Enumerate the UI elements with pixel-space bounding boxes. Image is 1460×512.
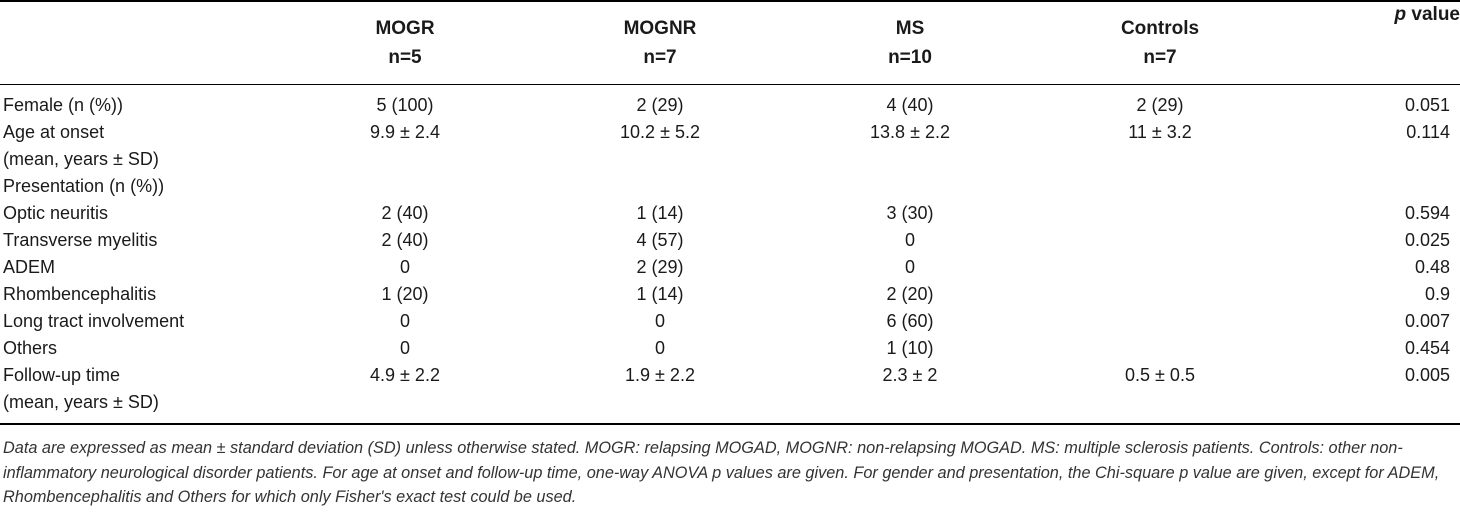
cell-controls: 0.5 ± 0.5 — [1125, 365, 1195, 385]
cell-mognr: 1 (14) — [636, 203, 684, 223]
cell-mogr: 2 (40) — [381, 203, 429, 223]
cell-mogr: 9.9 ± 2.4 — [370, 122, 440, 142]
cell-mognr: 4 (57) — [636, 230, 684, 250]
row-label-line1: Presentation (n (%)) — [3, 176, 165, 196]
row-label-line1: ADEM — [3, 257, 56, 277]
cell-ms: 6 (60) — [886, 311, 934, 331]
row-label-line1: Follow-up time — [3, 365, 121, 385]
cell-mognr: 2 (29) — [636, 95, 684, 115]
header-p-value: p value — [0, 0, 1460, 29]
cell-ms: 3 (30) — [886, 203, 934, 223]
table-row: Others 0 0 1 (10) 0.454 — [0, 335, 1460, 362]
row-label: Presentation (n (%)) — [3, 173, 164, 200]
row-label-line1: Age at onset — [3, 122, 105, 142]
table-row: Optic neuritis 2 (40) 1 (14) 3 (30) 0.594 — [0, 200, 1460, 227]
row-label: Female (n (%)) — [3, 92, 123, 119]
table-row: Long tract involvement 0 0 6 (60) 0.007 — [0, 308, 1460, 335]
header-mogr-n: n=5 — [388, 47, 422, 68]
cell-p-value: 0.025 — [1404, 230, 1450, 250]
cell-mognr: 0 — [654, 311, 665, 331]
row-label: Others — [3, 335, 57, 362]
header-mognr: MOGNR n=7 — [600, 14, 720, 72]
row-label-line1: Long tract involvement — [3, 311, 185, 331]
table-top-rule — [0, 0, 1460, 2]
table-row: Follow-up time (mean, years ± SD) 4.9 ± 2.… — [0, 362, 1460, 416]
cell-mogr: 0 — [399, 311, 410, 331]
cell-p-value: 0.454 — [1404, 338, 1450, 358]
table-row: Age at onset (mean, years ± SD) 9.9 ± 2.4 1… — [0, 119, 1460, 173]
table-row: Presentation (n (%)) — [0, 173, 1460, 200]
header-ms-name: MS — [895, 18, 925, 39]
header-mogr: MOGR n=5 — [345, 14, 465, 72]
row-label: Optic neuritis — [3, 200, 108, 227]
cell-mogr: 4.9 ± 2.2 — [370, 365, 440, 385]
cell-ms: 2.3 ± 2 — [882, 365, 938, 385]
row-label-line2: (mean, years ± SD) — [3, 392, 159, 412]
table-body: Female (n (%)) 5 (100) 2 (29) 4 (40) 2 (29) 0… — [0, 92, 1460, 416]
header-p-label: value — [1411, 4, 1460, 25]
cell-p-value: 0.48 — [1414, 257, 1450, 277]
cell-ms: 0 — [904, 257, 915, 277]
cell-ms: 13.8 ± 2.2 — [870, 122, 950, 142]
cell-mogr: 0 — [399, 257, 410, 277]
cell-ms: 4 (40) — [886, 95, 934, 115]
row-label: ADEM — [3, 254, 55, 281]
cell-ms: 2 (20) — [886, 284, 934, 304]
cell-mognr: 1 (14) — [636, 284, 684, 304]
table-row: Transverse myelitis 2 (40) 4 (57) 0 0.025 — [0, 227, 1460, 254]
header-controls-n: n=7 — [1143, 47, 1177, 68]
table-header-rule — [0, 84, 1460, 85]
row-label-line2: (mean, years ± SD) — [3, 149, 159, 169]
cell-p-value: 0.9 — [1424, 284, 1450, 304]
row-label-line1: Rhombencephalitis — [3, 284, 157, 304]
row-label-line1: Others — [3, 338, 58, 358]
row-label: Age at onset (mean, years ± SD) — [3, 119, 159, 173]
cell-p-value: 0.114 — [1406, 122, 1450, 142]
table-row: Female (n (%)) 5 (100) 2 (29) 4 (40) 2 (29) 0… — [0, 92, 1460, 119]
row-label: Follow-up time (mean, years ± SD) — [3, 362, 159, 416]
cell-p-value: 0.007 — [1404, 311, 1450, 331]
cell-p-value: 0.005 — [1404, 365, 1450, 385]
row-label: Long tract involvement — [3, 308, 184, 335]
cell-mogr: 0 — [399, 338, 410, 358]
row-label-line1: Female (n (%)) — [3, 95, 124, 115]
table-footnote: Data are expressed as mean ± standard de… — [3, 439, 1440, 506]
header-ms: MS n=10 — [850, 14, 970, 72]
cell-mognr: 10.2 ± 5.2 — [620, 122, 700, 142]
cell-ms: 1 (10) — [886, 338, 934, 358]
header-ms-n: n=10 — [888, 47, 932, 68]
row-label: Rhombencephalitis — [3, 281, 156, 308]
header-mogr-name: MOGR — [375, 18, 435, 39]
table-row: ADEM 0 2 (29) 0 0.48 — [0, 254, 1460, 281]
header-controls: Controls n=7 — [1100, 14, 1220, 72]
header-p-symbol: p — [1394, 4, 1407, 25]
cell-ms: 0 — [904, 230, 915, 250]
row-label-line1: Optic neuritis — [3, 203, 109, 223]
header-mognr-n: n=7 — [643, 47, 677, 68]
row-label-line1: Transverse myelitis — [3, 230, 158, 250]
table-bottom-rule — [0, 423, 1460, 425]
cell-p-value: 0.594 — [1404, 203, 1450, 223]
header-controls-name: Controls — [1120, 18, 1200, 39]
table-row: Rhombencephalitis 1 (20) 1 (14) 2 (20) 0.9 — [0, 281, 1460, 308]
cell-mogr: 1 (20) — [381, 284, 429, 304]
cell-mogr: 5 (100) — [376, 95, 434, 115]
cell-p-value: 0.051 — [1404, 95, 1450, 115]
cell-mognr: 0 — [654, 338, 665, 358]
cell-mognr: 1.9 ± 2.2 — [625, 365, 695, 385]
cell-mogr: 2 (40) — [381, 230, 429, 250]
cell-controls: 2 (29) — [1136, 95, 1184, 115]
cell-controls: 11 ± 3.2 — [1128, 122, 1192, 142]
header-mognr-name: MOGNR — [623, 18, 697, 39]
row-label: Transverse myelitis — [3, 227, 157, 254]
cell-mognr: 2 (29) — [636, 257, 684, 277]
